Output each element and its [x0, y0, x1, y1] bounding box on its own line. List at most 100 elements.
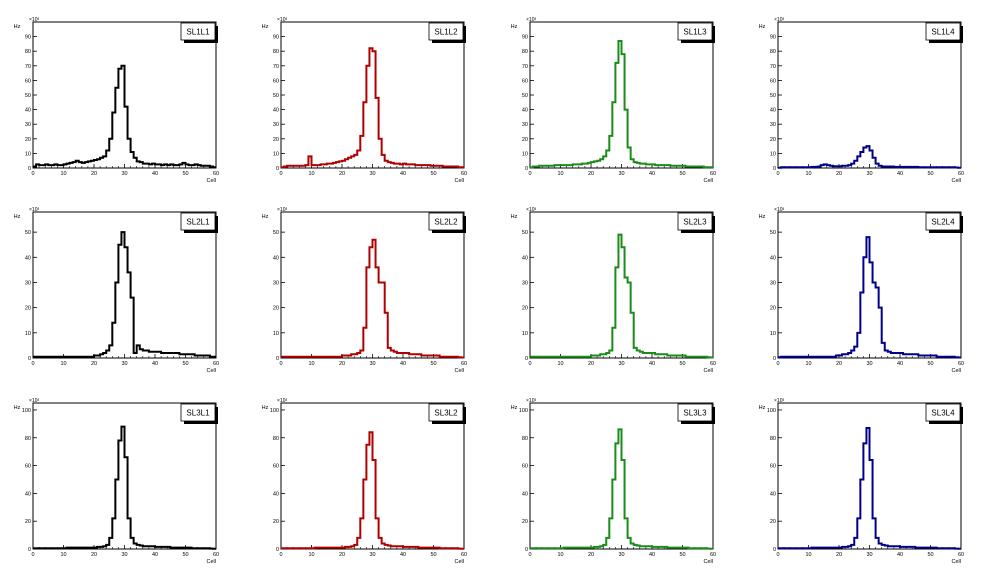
y-exponent-label: ×10³: [774, 207, 784, 213]
y-tick-label: 50: [273, 230, 279, 236]
y-exponent-label: ×10³: [526, 398, 536, 404]
x-tick-label: 40: [649, 361, 655, 367]
chart-title: SL1L3: [683, 28, 707, 37]
x-tick-label: 30: [866, 361, 872, 367]
x-tick-label: 50: [679, 552, 685, 558]
x-tick-label: 10: [805, 171, 811, 177]
x-tick-label: 30: [618, 171, 624, 177]
title-box: [677, 22, 713, 41]
x-tick-label: 0: [279, 171, 282, 177]
histogram-line: [530, 233, 713, 359]
x-tick-label: 60: [710, 171, 716, 177]
x-tick-label: 10: [557, 171, 563, 177]
y-tick-label: 30: [522, 280, 528, 286]
y-tick-label: 40: [273, 255, 279, 261]
chart-title: SL1L4: [931, 28, 955, 37]
y-tick-label: 60: [770, 464, 776, 470]
y-tick-label: 80: [522, 49, 528, 55]
title-box: [925, 403, 961, 422]
x-tick-label: 30: [121, 552, 127, 558]
y-tick-label: 30: [770, 122, 776, 128]
x-tick-label: 40: [649, 171, 655, 177]
x-tick-label: 40: [400, 361, 406, 367]
x-tick-label: 0: [776, 552, 779, 558]
x-axis-label: Cell: [952, 368, 961, 374]
y-tick-label: 20: [522, 137, 528, 143]
y-tick-label: 80: [273, 49, 279, 55]
x-tick-label: 50: [430, 361, 436, 367]
x-tick-label: 0: [776, 361, 779, 367]
x-tick-label: 50: [927, 552, 933, 558]
x-tick-label: 0: [31, 361, 34, 367]
x-tick-label: 40: [897, 171, 903, 177]
x-tick-label: 0: [528, 361, 531, 367]
y-axis-label: Hz: [14, 405, 21, 411]
x-tick-label: 30: [618, 552, 624, 558]
x-tick-label: 20: [588, 552, 594, 558]
x-tick-label: 60: [213, 552, 219, 558]
y-axis-label: Hz: [14, 214, 21, 220]
x-tick-label: 50: [430, 552, 436, 558]
x-axis-label: Cell: [952, 178, 961, 184]
x-tick-label: 40: [649, 552, 655, 558]
y-axis-label: Hz: [759, 405, 766, 411]
y-tick-label: 90: [25, 35, 31, 41]
y-tick-label: 40: [25, 255, 31, 261]
y-tick-label: 30: [273, 280, 279, 286]
y-tick-label: 0: [525, 547, 528, 553]
y-exponent-label: ×10³: [29, 17, 39, 23]
x-tick-label: 60: [710, 552, 716, 558]
histogram-line: [33, 231, 216, 358]
histogram-line: [778, 145, 961, 169]
x-tick-label: 50: [182, 361, 188, 367]
y-tick-label: 40: [770, 255, 776, 261]
y-tick-label: 0: [28, 547, 31, 553]
y-tick-label: 0: [525, 166, 528, 172]
y-tick-label: 70: [522, 64, 528, 70]
y-tick-label: 50: [770, 93, 776, 99]
y-tick-label: 100: [519, 408, 528, 414]
x-tick-label: 10: [557, 361, 563, 367]
y-tick-label: 0: [525, 356, 528, 362]
y-tick-label: 60: [25, 464, 31, 470]
x-tick-label: 30: [121, 171, 127, 177]
plot-frame: [280, 211, 465, 359]
x-tick-label: 20: [339, 552, 345, 558]
histogram-line: [33, 425, 216, 550]
y-tick-label: 40: [770, 491, 776, 497]
x-tick-label: 20: [836, 552, 842, 558]
y-tick-label: 40: [273, 108, 279, 114]
y-tick-label: 90: [273, 35, 279, 41]
plot-frame: [32, 402, 217, 550]
chart-title: SL1L1: [186, 28, 210, 37]
y-tick-label: 100: [270, 408, 279, 414]
y-tick-label: 10: [770, 331, 776, 337]
y-tick-label: 20: [273, 519, 279, 525]
histogram-line: [778, 427, 961, 550]
y-tick-label: 80: [273, 436, 279, 442]
histogram-line: [281, 47, 464, 169]
y-tick-label: 40: [25, 108, 31, 114]
x-axis-label: Cell: [207, 368, 216, 374]
x-tick-label: 20: [91, 171, 97, 177]
chart-title: SL2L2: [434, 218, 458, 227]
x-tick-label: 0: [776, 171, 779, 177]
x-tick-label: 30: [369, 361, 375, 367]
y-exponent-label: ×10³: [277, 17, 287, 23]
y-tick-label: 70: [25, 64, 31, 70]
y-tick-label: 40: [522, 255, 528, 261]
x-axis-label: Cell: [704, 559, 713, 565]
y-tick-label: 40: [522, 108, 528, 114]
y-tick-label: 10: [25, 151, 31, 157]
x-tick-label: 40: [400, 552, 406, 558]
x-tick-label: 60: [958, 361, 964, 367]
y-tick-label: 100: [767, 408, 776, 414]
y-tick-label: 30: [273, 122, 279, 128]
chart-title: SL3L2: [434, 409, 458, 418]
x-tick-label: 60: [461, 552, 467, 558]
y-tick-label: 20: [25, 519, 31, 525]
y-tick-label: 50: [770, 230, 776, 236]
y-axis-label: Hz: [262, 214, 269, 220]
title-box: [180, 403, 216, 422]
